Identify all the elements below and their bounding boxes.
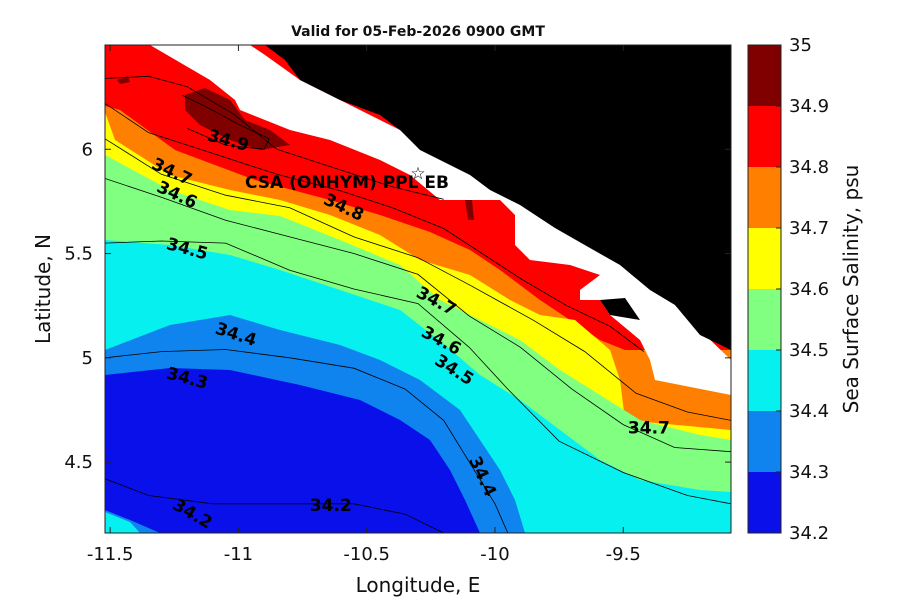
x-tick-label: -11.5 [87, 544, 134, 565]
colorbar-tick-label: 34.6 [789, 279, 829, 300]
y-tick-label: 6 [82, 139, 93, 160]
salinity-band-34.9-sliver [465, 200, 474, 220]
station-label: CSA (ONHYM) PPL EB [245, 173, 449, 193]
land-mass-islet [600, 298, 640, 320]
colorbar-tick-label: 34.7 [789, 218, 829, 239]
station-marker: ☆ CSA (ONHYM) PPL EB [245, 164, 449, 193]
chart-title: Valid for 05-Feb-2026 0900 GMT [291, 24, 545, 40]
colorbar-tick-label: 34.4 [789, 401, 829, 422]
x-tick-label: -9.5 [606, 544, 641, 565]
colorbar-swatch-34.7 [748, 167, 781, 228]
x-axis: -11.5 -11 -10.5 -10 -9.5 [87, 45, 641, 565]
colorbar-swatch-34.9 [748, 45, 781, 106]
colorbar-tick-label: 34.9 [789, 96, 829, 117]
colorbar-tick-label: 34.2 [789, 523, 829, 544]
contour-lines [105, 75, 731, 533]
contour-line-34.8 [105, 75, 444, 200]
y-tick-label: 4.5 [64, 452, 93, 473]
y-axis-label: Latitude, N [31, 234, 55, 344]
contour-line-34.2 [105, 478, 444, 533]
axes-frame [104, 44, 732, 534]
land-mass [265, 45, 731, 350]
contour-label: 34.7 [628, 419, 670, 439]
salinity-band-34.9 [185, 88, 290, 150]
contour-line-34.5 [105, 178, 731, 453]
star-icon: ☆ [410, 164, 425, 184]
y-tick-label: 5 [82, 348, 93, 369]
contour-label: 34.2 [310, 496, 352, 516]
plot-area: 34.934.734.6 34.834.534.734.634.434.534.3… [105, 45, 731, 533]
colorbar-tick-label: 35 [789, 35, 812, 56]
colorbar-label: Sea Surface Salinity, psu [839, 165, 863, 414]
salinity-band-34.9-small [117, 76, 130, 84]
y-tick-label: 5.5 [64, 244, 93, 265]
contour-line-34.3 [105, 349, 509, 533]
colorbar: 34.2 34.3 34.4 34.5 34.6 34.7 34.8 34.9 35 [747, 35, 829, 544]
colorbar-swatch-34.5 [748, 289, 781, 350]
x-tick-label: -11 [224, 544, 253, 565]
no-data-coastal-strip [150, 45, 731, 395]
colorbar-swatch-34.8 [748, 106, 781, 167]
colorbar-tick-label: 34.8 [789, 157, 829, 178]
colorbar-tick-label: 34.3 [789, 462, 829, 483]
x-tick-label: -10.5 [343, 544, 390, 565]
colorbar-tick-label: 34.5 [789, 340, 829, 361]
salinity-band-34.2 [105, 368, 480, 533]
colorbar-swatch-34.4 [748, 350, 781, 411]
colorbar-swatch-34.6 [748, 228, 781, 289]
contour-line-34.4 [105, 240, 731, 505]
contour-line-34.9 [181, 94, 270, 150]
y-axis: 4.5 5 5.5 6 [64, 139, 731, 473]
salinity-band-34.1-corner [105, 512, 140, 533]
contour-line-34.6 [105, 138, 731, 421]
x-tick-label: -10 [480, 544, 509, 565]
colorbar-swatch-34.2 [748, 472, 781, 533]
x-axis-label: Longitude, E [356, 573, 481, 597]
colorbar-swatch-34.3 [748, 411, 781, 472]
contour-line-34.7 [105, 103, 645, 352]
